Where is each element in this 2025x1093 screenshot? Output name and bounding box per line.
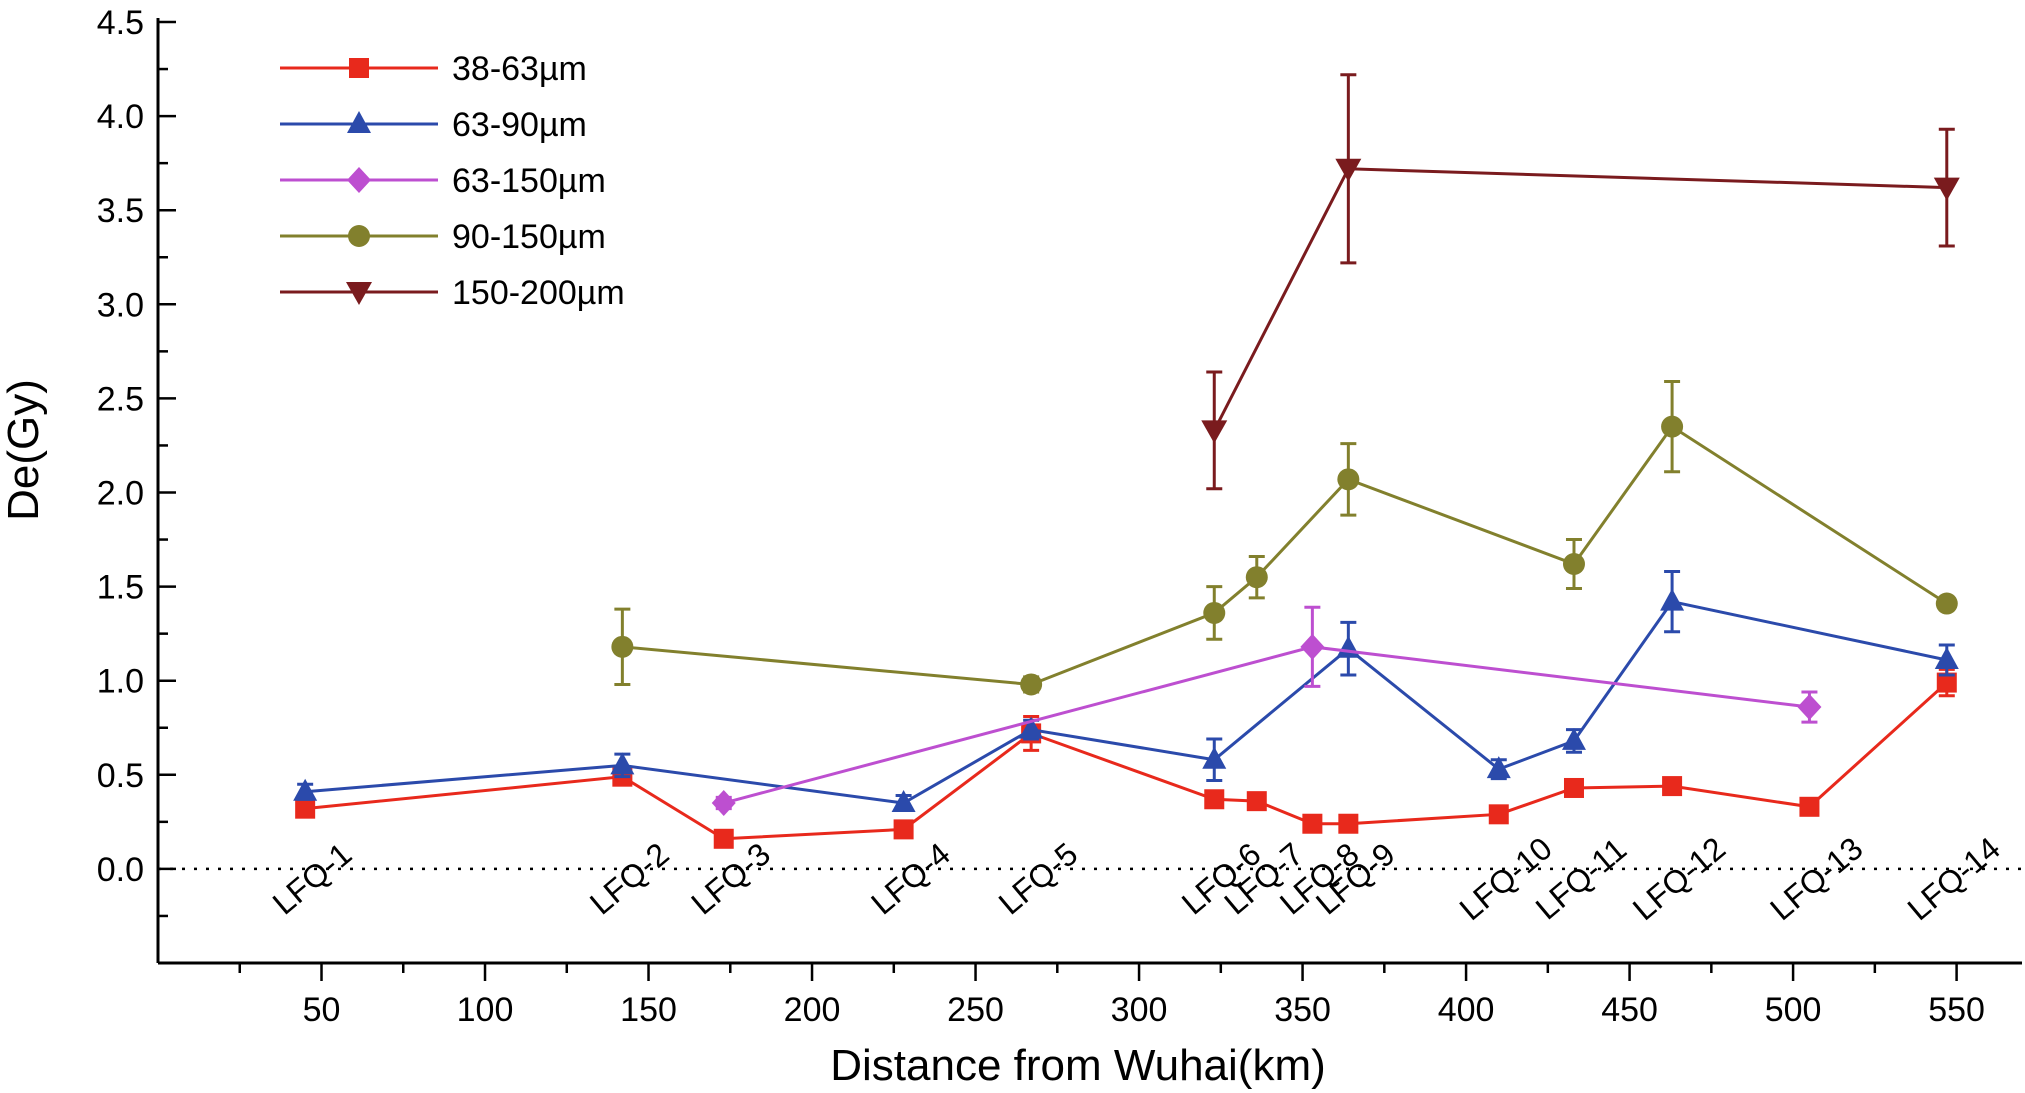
x-tick-label: 300	[1111, 991, 1168, 1029]
data-point	[713, 828, 734, 849]
data-point	[1561, 727, 1586, 750]
legend-marker	[346, 282, 372, 305]
series-circle	[611, 379, 1958, 696]
sample-labels: LFQ-1 LFQ-2 LFQ-3 LFQ-4 LFQ-5 LFQ-6LFQ-7LFQ-8…	[266, 830, 2007, 927]
data-point	[1203, 601, 1226, 624]
data-point	[1934, 646, 1959, 669]
y-tick-label: 3.0	[97, 286, 144, 324]
data-point	[1336, 635, 1361, 658]
x-tick-label: 500	[1765, 991, 1822, 1029]
data-point	[1797, 694, 1822, 721]
series-triangle-up	[293, 570, 1959, 813]
y-axis-title: De(Gy)	[0, 379, 48, 521]
y-tick-label: 2.0	[97, 475, 144, 513]
legend: 38-63µm 63-90µm 63-150µm 90-150µm 150-200µm	[280, 50, 625, 312]
data-point	[1562, 553, 1585, 576]
y-tick-label: 0.5	[97, 757, 144, 795]
legend-entry: 63-150µm	[280, 162, 606, 200]
data-point	[1662, 776, 1683, 797]
axes: 0.0 0.5 1.0 1.5 2.0 2.5 3.0 3.5 4.0 4.5 50 100 150 20…	[97, 4, 2022, 1029]
y-tick-label: 4.0	[97, 98, 144, 136]
x-tick-label: 450	[1601, 991, 1658, 1029]
legend-label: 38-63µm	[452, 50, 587, 88]
legend-entry: 150-200µm	[280, 274, 625, 312]
data-point	[611, 635, 634, 658]
data-point	[1338, 813, 1359, 834]
x-tick-label: 250	[947, 991, 1004, 1029]
series-square	[295, 667, 1957, 849]
data-point	[293, 778, 318, 801]
series-layer	[293, 73, 1960, 849]
sample-label: LFQ-12	[1626, 830, 1732, 927]
data-point	[1935, 592, 1958, 615]
y-tick-label: 0.0	[97, 851, 144, 889]
legend-label: 63-150µm	[452, 162, 606, 200]
series-line	[305, 599, 1948, 805]
sample-label: LFQ-2	[583, 836, 676, 922]
x-tick-label: 400	[1438, 991, 1495, 1029]
data-point	[1936, 672, 1957, 693]
legend-marker	[347, 111, 371, 133]
sample-label: LFQ-4	[864, 836, 957, 922]
y-tick-label: 3.5	[97, 192, 144, 230]
data-point	[1799, 796, 1820, 817]
legend-label: 90-150µm	[452, 218, 606, 256]
x-tick-label: 350	[1274, 991, 1331, 1029]
x-tick-label: 550	[1928, 991, 1985, 1029]
series-triangle-down	[1201, 73, 1960, 491]
data-point	[893, 819, 914, 840]
sample-label: LFQ-14	[1901, 830, 2007, 927]
data-point	[1300, 633, 1325, 660]
data-point	[1335, 158, 1362, 182]
sample-label: LFQ-5	[992, 836, 1085, 922]
legend-entry: 90-150µm	[280, 218, 606, 256]
data-point	[1019, 716, 1044, 739]
series-diamond	[711, 605, 1822, 817]
data-point	[1302, 813, 1323, 834]
x-tick-label: 200	[784, 991, 841, 1029]
x-tick-label: 50	[303, 991, 341, 1029]
legend-marker	[347, 167, 371, 193]
data-point	[711, 790, 736, 817]
legend-marker	[348, 225, 370, 247]
y-tick-label: 1.0	[97, 663, 144, 701]
data-point	[1204, 789, 1225, 810]
data-point	[1201, 420, 1228, 444]
data-point	[1246, 791, 1267, 812]
series-line	[305, 681, 1948, 841]
data-point	[1563, 777, 1584, 798]
data-point	[1933, 177, 1960, 201]
data-point	[1020, 673, 1043, 696]
data-point	[1245, 566, 1268, 589]
data-point	[1661, 415, 1684, 438]
data-point	[1660, 588, 1685, 611]
data-point	[1488, 804, 1509, 825]
legend-label: 63-90µm	[452, 106, 587, 144]
x-tick-label: 150	[620, 991, 677, 1029]
legend-entry: 38-63µm	[280, 50, 587, 88]
legend-entry: 63-90µm	[280, 106, 587, 144]
data-point	[610, 752, 635, 775]
y-tick-label: 2.5	[97, 380, 144, 418]
data-point	[1337, 468, 1360, 491]
series-line	[622, 424, 1948, 686]
legend-marker	[349, 58, 369, 78]
data-point	[1486, 756, 1511, 779]
series-line	[1212, 167, 1947, 432]
x-tick-label: 100	[457, 991, 514, 1029]
sample-label: LFQ-1	[266, 836, 359, 922]
x-axis-title: Distance from Wuhai(km)	[830, 1041, 1326, 1090]
y-tick-label: 4.5	[97, 4, 144, 42]
data-point	[891, 790, 916, 813]
legend-label: 150-200µm	[452, 274, 625, 312]
data-point	[295, 798, 316, 819]
data-point	[1202, 746, 1227, 769]
sample-label: LFQ-13	[1763, 830, 1869, 927]
y-tick-label: 1.5	[97, 569, 144, 607]
